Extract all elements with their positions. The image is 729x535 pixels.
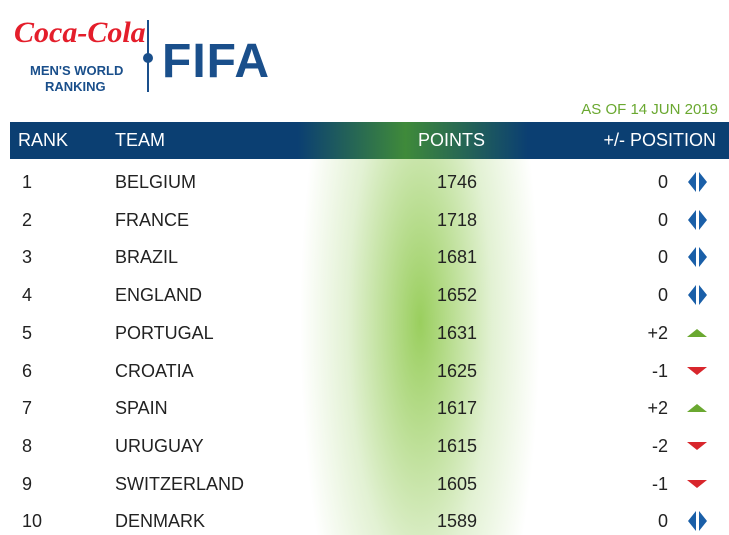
points: 1625 (437, 360, 478, 381)
arrow (687, 441, 707, 450)
points: 1617 (437, 398, 478, 419)
change-icon (688, 172, 707, 192)
rank: 3 (22, 247, 33, 268)
points: 1718 (437, 209, 478, 230)
arrow (688, 247, 696, 268)
rank: 9 (22, 473, 33, 494)
column-header: TEAM (115, 130, 166, 150)
team: SWITZERLAND (115, 473, 245, 494)
position-change: -2 (651, 435, 668, 456)
team: PORTUGAL (115, 322, 214, 343)
arrow (688, 209, 696, 230)
position-change: 0 (657, 285, 668, 306)
column-header: RANK (18, 130, 69, 150)
header-bar (10, 122, 729, 159)
column-header: POINTS (418, 130, 486, 150)
points: 1589 (437, 511, 478, 532)
points: 1746 (437, 172, 478, 192)
arrow (699, 511, 707, 532)
points: 1681 (437, 247, 478, 268)
change-icon (687, 441, 707, 450)
date: AS OF 14 JUN 2019 (581, 101, 718, 118)
position-change: 0 (657, 511, 668, 532)
rank: 4 (22, 285, 33, 306)
position-change: +2 (647, 322, 668, 343)
subtitle: RANKING (45, 79, 106, 94)
change-icon (688, 247, 707, 268)
points: 1615 (437, 435, 478, 456)
team: DENMARK (115, 511, 206, 532)
position-change: 0 (657, 172, 668, 192)
divider-dot (143, 53, 153, 63)
team: BRAZIL (115, 247, 179, 268)
column-header: +/- POSITION (603, 130, 716, 150)
arrow (699, 209, 707, 230)
arrow (688, 511, 696, 532)
arrow (687, 328, 707, 337)
rank: 1 (22, 172, 33, 192)
arrow (688, 172, 696, 192)
sponsor-logo: Coca-Cola (14, 16, 146, 49)
rank: 5 (22, 322, 33, 343)
team: URUGUAY (115, 435, 204, 456)
change-icon (688, 285, 707, 306)
rank: 8 (22, 435, 33, 456)
arrow (699, 247, 707, 268)
arrow (687, 479, 707, 488)
position-change: 0 (657, 247, 668, 268)
team: FRANCE (115, 209, 190, 230)
team: SPAIN (115, 398, 168, 419)
arrow (699, 285, 707, 306)
arrow (687, 366, 707, 375)
arrow (688, 285, 696, 306)
arrow (699, 172, 707, 192)
change-icon (688, 209, 707, 230)
change-icon (687, 328, 707, 337)
rank: 7 (22, 398, 33, 419)
points: 1605 (437, 473, 478, 494)
change-icon (687, 479, 707, 488)
position-change: -1 (651, 360, 668, 381)
arrow (687, 404, 707, 413)
change-icon (687, 404, 707, 413)
change-icon (687, 366, 707, 375)
team: CROATIA (115, 360, 194, 381)
position-change: 0 (657, 209, 668, 230)
brand-logo: FIFA (162, 35, 270, 88)
rank: 10 (22, 511, 43, 532)
position-change: -1 (651, 473, 668, 494)
team: BELGIUM (115, 172, 197, 192)
points: 1652 (437, 285, 478, 306)
team: ENGLAND (115, 285, 203, 306)
rank: 6 (22, 360, 33, 381)
position-change: +2 (647, 398, 668, 419)
background (0, 122, 729, 535)
rank: 2 (22, 209, 33, 230)
subtitle: MEN'S WORLD (30, 63, 124, 78)
points: 1631 (437, 322, 478, 343)
change-icon (688, 511, 707, 532)
